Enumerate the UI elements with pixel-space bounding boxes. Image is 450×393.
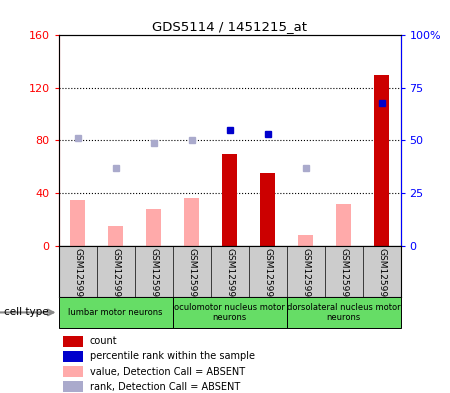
Text: dorsolateral nucleus motor
neurons: dorsolateral nucleus motor neurons: [287, 303, 400, 322]
Bar: [63, 336, 83, 347]
Bar: [108, 226, 123, 246]
Text: GSM1259971: GSM1259971: [377, 248, 386, 309]
Bar: [374, 75, 389, 246]
Bar: [63, 382, 83, 392]
Text: GSM1259968: GSM1259968: [263, 248, 272, 309]
Bar: [58, 297, 172, 328]
Bar: [172, 297, 287, 328]
Bar: [222, 154, 237, 246]
Text: oculomotor nucleus motor
neurons: oculomotor nucleus motor neurons: [174, 303, 285, 322]
Text: lumbar motor neurons: lumbar motor neurons: [68, 308, 163, 317]
Bar: [63, 351, 83, 362]
Text: count: count: [90, 336, 117, 346]
Text: GSM1259963: GSM1259963: [73, 248, 82, 309]
Text: GSM1259964: GSM1259964: [111, 248, 120, 309]
Text: GSM1259967: GSM1259967: [225, 248, 234, 309]
Title: GDS5114 / 1451215_at: GDS5114 / 1451215_at: [152, 20, 307, 33]
Text: GSM1259966: GSM1259966: [187, 248, 196, 309]
Bar: [336, 204, 351, 246]
Text: percentile rank within the sample: percentile rank within the sample: [90, 351, 255, 362]
Bar: [260, 173, 275, 246]
Bar: [184, 198, 199, 246]
Text: cell type: cell type: [4, 307, 49, 318]
Text: GSM1259969: GSM1259969: [301, 248, 310, 309]
Text: rank, Detection Call = ABSENT: rank, Detection Call = ABSENT: [90, 382, 240, 392]
Bar: [146, 209, 161, 246]
Text: GSM1259965: GSM1259965: [149, 248, 158, 309]
Bar: [287, 297, 400, 328]
Bar: [298, 235, 313, 246]
Bar: [63, 366, 83, 377]
Text: GSM1259970: GSM1259970: [339, 248, 348, 309]
Bar: [70, 200, 85, 246]
Text: value, Detection Call = ABSENT: value, Detection Call = ABSENT: [90, 367, 245, 376]
